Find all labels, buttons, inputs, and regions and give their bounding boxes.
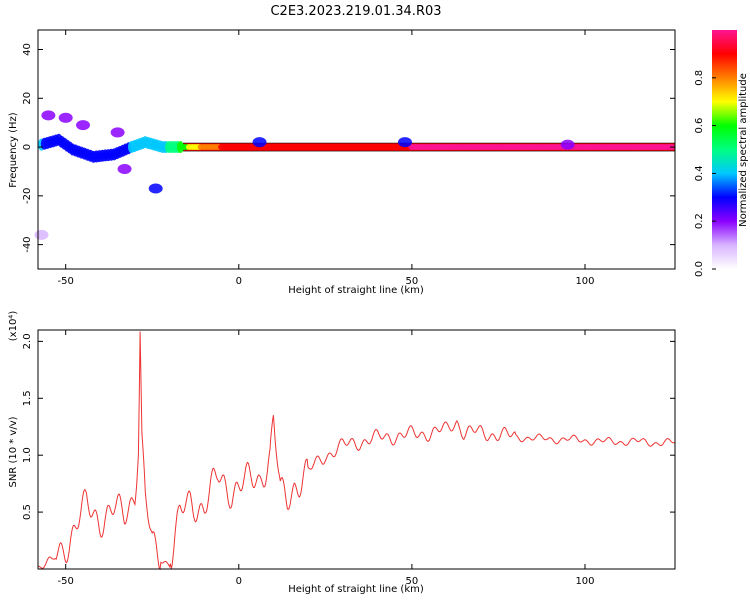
- spectrogram-y-label: Frequency (Hz): [8, 112, 19, 188]
- snr-x-ticks: -50 0 50 100: [58, 330, 595, 587]
- snr-y-label: SNR (10 * v/v): [8, 416, 19, 487]
- snr-y-multiplier: (x10⁴): [8, 311, 19, 342]
- spectral-blob: [117, 164, 132, 175]
- spectrogram-marks: [34, 110, 676, 240]
- x-tick-label: 0: [236, 576, 242, 587]
- snr-y-ticks: 0.5 1.0 1.5 2.0: [22, 333, 675, 520]
- colorbar-gradient: [712, 30, 737, 269]
- spectral-blob: [110, 127, 125, 138]
- spectrogram-x-ticks: -50 0 50 100: [58, 30, 595, 287]
- spectrogram-panel: -50 0 50 100 -40 -20 0 20 40 Height of straight…: [8, 29, 676, 296]
- colorbar-tick-label: 0.0: [694, 261, 705, 277]
- colorbar-tick-label: 0.2: [694, 213, 705, 229]
- x-tick-label: 100: [575, 276, 594, 287]
- y-tick-label: 1.5: [22, 390, 33, 406]
- spectral-blob: [252, 137, 267, 148]
- y-tick-label: 20: [22, 92, 33, 105]
- y-tick-label: 2.0: [22, 333, 33, 349]
- spectrogram-frame: [37, 29, 676, 270]
- y-tick-label: -20: [22, 188, 33, 204]
- y-tick-label: -40: [22, 236, 33, 252]
- x-tick-label: -50: [58, 576, 74, 587]
- colorbar-tick-label: 0.6: [694, 118, 705, 134]
- spectral-blob: [76, 120, 91, 131]
- spectral-blob: [397, 137, 412, 148]
- x-tick-label: -50: [58, 276, 74, 287]
- spectral-blob: [560, 139, 575, 150]
- colorbar-tick-label: 0.8: [694, 70, 705, 86]
- y-tick-label: 40: [22, 43, 33, 56]
- spectral-blob: [58, 112, 73, 123]
- x-tick-label: 50: [406, 276, 419, 287]
- snr-panel: -50 0 50 100 0.5 1.0 1.5 2.0 Height of straigh…: [8, 311, 676, 595]
- x-tick-label: 100: [575, 576, 594, 587]
- y-tick-label: 0.5: [22, 504, 33, 520]
- spectrogram-x-label: Height of straight line (km): [288, 285, 424, 296]
- colorbar: 0.0 0.2 0.4 0.6 0.8 Normalized spectral ampl…: [694, 30, 749, 277]
- x-tick-label: 50: [406, 576, 419, 587]
- spectral-blob: [148, 183, 163, 194]
- colorbar-label: Normalized spectral amplitude: [738, 73, 749, 227]
- spectral-blob: [34, 229, 49, 240]
- y-tick-label: 1.0: [22, 447, 33, 463]
- snr-x-label: Height of straight line (km): [288, 584, 424, 595]
- spectral-blob: [41, 110, 56, 121]
- colorbar-tick-label: 0.4: [694, 165, 705, 181]
- y-tick-label: 0: [22, 144, 33, 150]
- spectrogram-y-ticks: -40 -20 0 20 40: [22, 43, 675, 253]
- snr-frame: [37, 329, 676, 570]
- colorbar-ticks: 0.0 0.2 0.4 0.6 0.8: [694, 70, 716, 277]
- snr-line: [38, 331, 676, 571]
- figure-title: C2E3.2023.219.01.34.R03: [270, 4, 441, 19]
- x-tick-label: 0: [236, 276, 242, 287]
- snr-marks: [38, 331, 676, 571]
